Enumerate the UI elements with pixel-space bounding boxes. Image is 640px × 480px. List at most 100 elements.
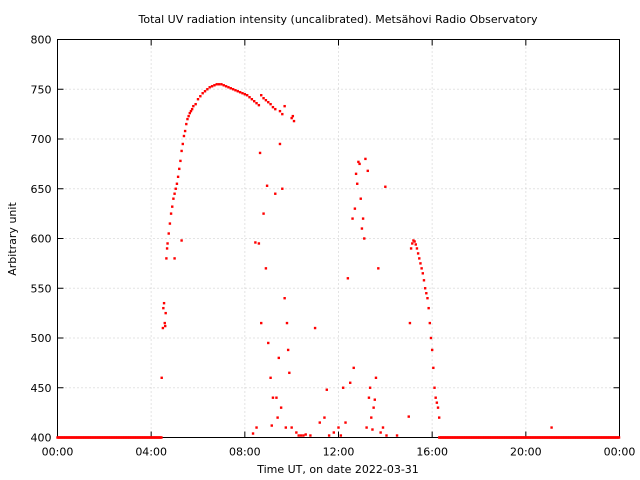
grid-lines	[57, 39, 620, 438]
data-point	[290, 426, 293, 429]
y-tick-label: 450	[31, 382, 52, 395]
data-point	[217, 83, 221, 86]
data-point	[199, 95, 202, 98]
data-point	[227, 86, 230, 89]
y-tick-label: 400	[31, 432, 52, 445]
data-point	[373, 398, 376, 401]
data-point	[175, 182, 179, 185]
data-point	[174, 187, 177, 190]
data-point	[274, 192, 277, 195]
data-point	[264, 98, 268, 102]
data-point	[241, 92, 244, 95]
x-tick-label: 16:00	[416, 446, 448, 459]
data-point	[186, 117, 189, 121]
data-point	[162, 306, 165, 310]
data-point	[267, 341, 270, 345]
data-point	[341, 386, 345, 389]
data-point	[243, 93, 247, 96]
data-point	[346, 277, 350, 280]
data-point	[185, 122, 188, 126]
data-point	[260, 94, 263, 97]
data-point	[161, 326, 165, 330]
data-point	[179, 159, 182, 163]
y-tick-label: 750	[31, 83, 52, 96]
data-point	[367, 396, 371, 399]
data-point	[255, 426, 258, 429]
data-point	[262, 212, 265, 215]
data-point	[377, 267, 380, 270]
data-point	[206, 88, 209, 91]
data-point	[229, 87, 232, 90]
data-point	[271, 105, 275, 109]
data-point	[190, 107, 194, 111]
data-point	[385, 434, 388, 437]
data-point	[279, 406, 283, 409]
data-point	[368, 386, 372, 389]
data-point	[269, 376, 272, 379]
data-point	[422, 279, 426, 282]
x-tick-label: 20:00	[510, 446, 542, 459]
data-point	[284, 426, 288, 429]
data-point	[286, 348, 290, 352]
data-point	[277, 356, 280, 360]
x-tick-label: 00:00	[42, 446, 74, 459]
data-point	[215, 83, 218, 86]
data-point	[359, 197, 362, 200]
data-point	[210, 85, 214, 88]
data-point	[283, 297, 286, 300]
data-point	[418, 257, 421, 260]
data-point	[255, 101, 258, 105]
data-point	[325, 388, 328, 391]
data-point	[257, 103, 261, 107]
x-tick-label: 12:00	[323, 446, 355, 459]
data-point	[318, 421, 321, 424]
data-point	[224, 85, 228, 88]
data-point	[164, 324, 167, 328]
data-point	[169, 212, 173, 215]
data-point	[180, 149, 183, 153]
data-point	[415, 247, 419, 250]
data-point	[428, 321, 432, 325]
data-point	[269, 102, 272, 106]
data-point	[167, 232, 170, 235]
data-point	[171, 205, 174, 208]
data-point	[365, 426, 368, 429]
data-point	[250, 98, 254, 101]
y-tick-label: 800	[31, 34, 52, 47]
data-point	[285, 321, 289, 325]
data-point	[384, 185, 387, 188]
data-point	[339, 434, 343, 437]
data-point	[248, 96, 251, 99]
axis-ticks: 00:00 04:00 08:00 12:00 16:00 20:00 00:0040045…	[31, 34, 636, 459]
data-point	[360, 227, 364, 230]
data-point	[414, 243, 417, 246]
data-point	[429, 336, 433, 340]
data-point	[265, 184, 269, 187]
data-point	[260, 321, 263, 325]
data-point	[189, 109, 193, 113]
data-point	[173, 192, 176, 195]
data-point	[371, 428, 374, 431]
data-point	[357, 160, 360, 164]
data-point	[292, 119, 296, 123]
data-point	[425, 292, 428, 295]
x-tick-label: 00:00	[604, 446, 636, 459]
data-point	[291, 114, 295, 118]
data-point	[192, 104, 195, 108]
data-point	[358, 162, 361, 166]
data-point	[430, 348, 434, 352]
data-point	[295, 431, 298, 434]
y-tick-label: 600	[31, 233, 52, 246]
y-axis-label: Arbitrary unit	[6, 202, 19, 276]
data-point	[270, 424, 273, 427]
data-point	[278, 142, 282, 146]
data-point	[332, 431, 336, 434]
data-point	[408, 321, 412, 325]
data-point	[395, 434, 399, 437]
data-point	[203, 90, 207, 93]
data-point	[276, 416, 279, 419]
data-point	[407, 415, 410, 418]
data-point	[231, 88, 235, 91]
data-point	[381, 426, 385, 429]
data-point	[213, 84, 216, 87]
